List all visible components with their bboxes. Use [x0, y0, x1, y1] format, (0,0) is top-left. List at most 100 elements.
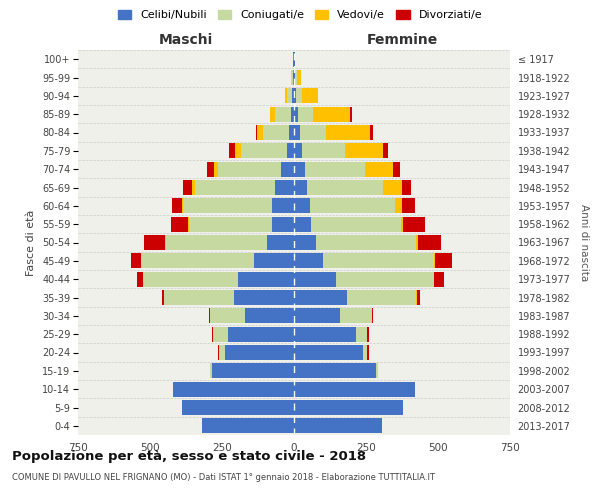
Bar: [256, 125, 257, 140]
Bar: [296, 88, 302, 104]
Bar: [143, 235, 165, 250]
Bar: [271, 106, 275, 122]
Bar: [350, 106, 352, 122]
Bar: [182, 400, 294, 415]
Bar: [294, 400, 403, 415]
Bar: [311, 216, 401, 232]
Bar: [302, 88, 318, 104]
Bar: [287, 88, 292, 104]
Bar: [219, 345, 225, 360]
Bar: [294, 308, 340, 324]
Bar: [245, 308, 294, 324]
Bar: [347, 290, 416, 305]
Bar: [326, 125, 370, 140]
Bar: [233, 290, 294, 305]
Bar: [294, 326, 356, 342]
Bar: [302, 144, 345, 158]
Bar: [183, 180, 192, 195]
Bar: [294, 106, 298, 122]
Bar: [294, 144, 302, 158]
Bar: [188, 216, 189, 232]
Bar: [207, 162, 214, 176]
Bar: [189, 216, 272, 232]
Bar: [435, 254, 452, 268]
Bar: [294, 125, 300, 140]
Bar: [194, 180, 275, 195]
Bar: [402, 198, 415, 214]
Bar: [395, 198, 402, 214]
Bar: [416, 290, 419, 305]
Bar: [183, 198, 272, 214]
Bar: [291, 70, 293, 85]
Bar: [365, 162, 393, 176]
Bar: [316, 235, 416, 250]
Bar: [293, 70, 294, 85]
Bar: [418, 235, 441, 250]
Bar: [143, 272, 238, 286]
Bar: [300, 125, 326, 140]
Bar: [434, 272, 445, 286]
Bar: [416, 235, 418, 250]
Bar: [372, 308, 373, 324]
Bar: [182, 198, 183, 214]
Bar: [257, 125, 263, 140]
Bar: [297, 70, 301, 85]
Bar: [212, 364, 294, 378]
Bar: [164, 290, 233, 305]
Bar: [285, 88, 287, 104]
Bar: [294, 235, 316, 250]
Bar: [228, 326, 294, 342]
Bar: [403, 216, 425, 232]
Bar: [294, 162, 305, 176]
Bar: [294, 180, 307, 195]
Bar: [294, 364, 376, 378]
Bar: [367, 326, 369, 342]
Bar: [238, 272, 294, 286]
Bar: [289, 125, 294, 140]
Bar: [142, 254, 254, 268]
Bar: [294, 70, 295, 85]
Bar: [323, 254, 434, 268]
Text: COMUNE DI PAVULLO NEL FRIGNANO (MO) - Dati ISTAT 1° gennaio 2018 - Elaborazione : COMUNE DI PAVULLO NEL FRIGNANO (MO) - Da…: [12, 472, 435, 482]
Bar: [272, 198, 294, 214]
Bar: [212, 326, 214, 342]
Text: Femmine: Femmine: [367, 34, 437, 48]
Bar: [376, 364, 377, 378]
Bar: [137, 272, 143, 286]
Bar: [294, 216, 311, 232]
Bar: [313, 106, 350, 122]
Bar: [294, 272, 336, 286]
Bar: [254, 254, 294, 268]
Bar: [298, 106, 313, 122]
Bar: [263, 125, 289, 140]
Bar: [218, 345, 219, 360]
Y-axis label: Anni di nascita: Anni di nascita: [579, 204, 589, 281]
Bar: [307, 180, 383, 195]
Bar: [211, 364, 212, 378]
Bar: [171, 216, 188, 232]
Bar: [166, 235, 266, 250]
Bar: [214, 326, 228, 342]
Bar: [161, 290, 164, 305]
Bar: [363, 345, 367, 360]
Bar: [294, 382, 415, 396]
Bar: [281, 162, 294, 176]
Bar: [294, 290, 347, 305]
Bar: [294, 88, 296, 104]
Bar: [393, 162, 400, 176]
Bar: [367, 345, 369, 360]
Bar: [192, 180, 194, 195]
Bar: [434, 254, 435, 268]
Bar: [172, 198, 182, 214]
Bar: [218, 162, 281, 176]
Bar: [294, 345, 363, 360]
Bar: [383, 144, 388, 158]
Bar: [370, 125, 373, 140]
Bar: [345, 144, 383, 158]
Bar: [202, 418, 294, 434]
Bar: [402, 180, 410, 195]
Bar: [295, 70, 297, 85]
Text: Maschi: Maschi: [159, 34, 213, 48]
Bar: [266, 235, 294, 250]
Bar: [211, 308, 245, 324]
